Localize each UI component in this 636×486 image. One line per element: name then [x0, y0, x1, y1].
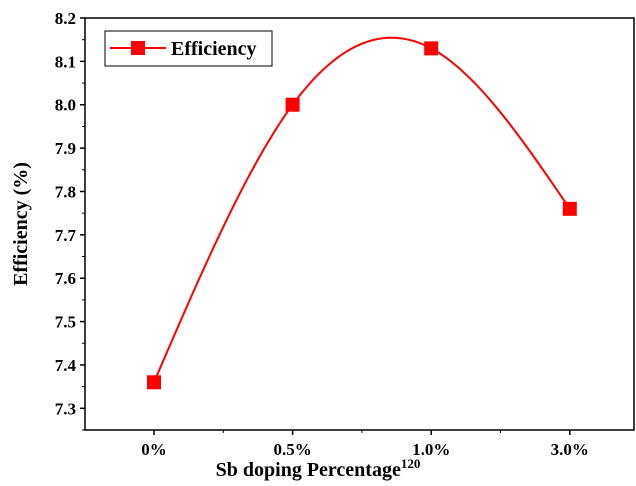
y-tick-label: 7.3 [55, 399, 76, 418]
y-tick-label: 7.9 [55, 139, 76, 158]
x-tick-label: 1.0% [412, 440, 450, 459]
plot-area [84, 17, 635, 431]
x-tick-label: 3.0% [551, 440, 589, 459]
y-tick-label: 7.7 [55, 226, 77, 245]
x-axis-title-superscript: 120 [401, 456, 421, 471]
series-line-efficiency [153, 36, 571, 383]
data-point-marker [147, 375, 161, 390]
legend-label: Efficiency [171, 38, 257, 60]
x-axis-title: Sb doping Percentage120 [216, 456, 421, 481]
x-axis-title-text: Sb doping Percentage [216, 459, 401, 481]
legend-marker [131, 41, 145, 55]
y-tick-label: 7.8 [55, 182, 76, 201]
y-axis: 7.3 7.4 7.5 7.6 7.7 7.8 7.9 8.0 8.1 8.2 [55, 9, 85, 431]
data-point-marker [285, 97, 300, 112]
y-axis-title: Efficiency (%) [10, 162, 32, 286]
y-tick-label: 8.1 [55, 52, 76, 71]
y-tick-label: 7.6 [55, 269, 76, 288]
series-markers [147, 41, 577, 390]
y-tick-label: 7.5 [55, 313, 76, 332]
y-tick-label: 8.2 [55, 9, 76, 28]
x-tick-label: 0.5% [273, 440, 311, 459]
data-point-marker [562, 201, 577, 216]
x-axis: 0% 0.5% 1.0% 3.0% [141, 430, 589, 459]
y-tick-label: 8.0 [55, 96, 76, 115]
data-point-marker [424, 41, 439, 56]
x-tick-label: 0% [141, 440, 167, 459]
legend: Efficiency [104, 30, 273, 67]
y-tick-label: 7.4 [55, 356, 77, 375]
